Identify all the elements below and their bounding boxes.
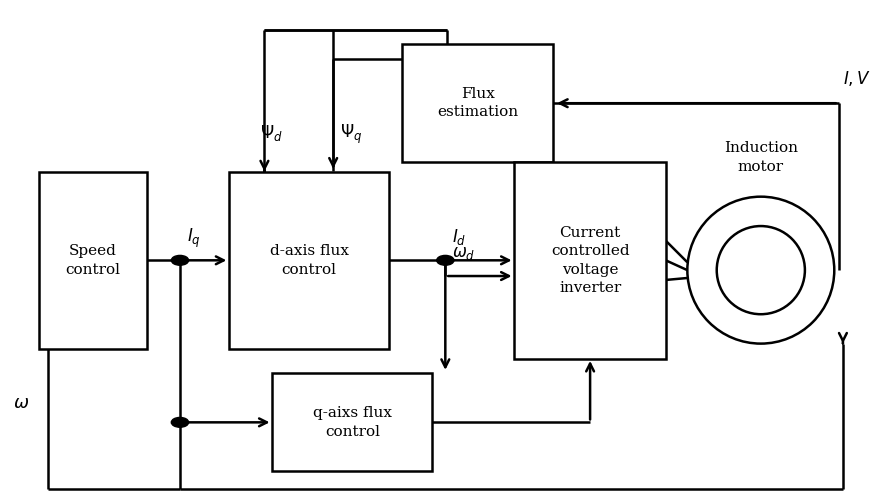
Text: Induction
motor: Induction motor	[724, 141, 798, 173]
Text: Flux
estimation: Flux estimation	[437, 87, 519, 119]
Text: d-axis flux
control: d-axis flux control	[270, 244, 348, 277]
Text: Speed
control: Speed control	[65, 244, 121, 277]
Ellipse shape	[717, 226, 805, 314]
Text: $\mathit{I}_q$: $\mathit{I}_q$	[187, 226, 201, 249]
Bar	[273, 373, 432, 471]
Bar	[402, 44, 553, 162]
Ellipse shape	[687, 197, 834, 344]
Circle shape	[171, 256, 189, 265]
Text: $\mathit{I, V}$: $\mathit{I, V}$	[843, 69, 871, 88]
Text: $\omega$: $\omega$	[13, 394, 29, 412]
Bar	[39, 172, 147, 349]
Bar	[229, 172, 389, 349]
Text: Current
controlled
voltage
inverter: Current controlled voltage inverter	[550, 226, 630, 295]
Text: $\Psi_d$: $\Psi_d$	[260, 123, 283, 143]
Text: $\mathit{I}_d$: $\mathit{I}_d$	[452, 226, 467, 246]
Circle shape	[437, 256, 454, 265]
Text: $\Psi_q$: $\Psi_q$	[340, 122, 363, 146]
Bar	[514, 162, 666, 359]
Circle shape	[171, 417, 189, 427]
Text: $\omega_d$: $\omega_d$	[452, 245, 475, 263]
Text: q-aixs flux
control: q-aixs flux control	[313, 406, 392, 438]
